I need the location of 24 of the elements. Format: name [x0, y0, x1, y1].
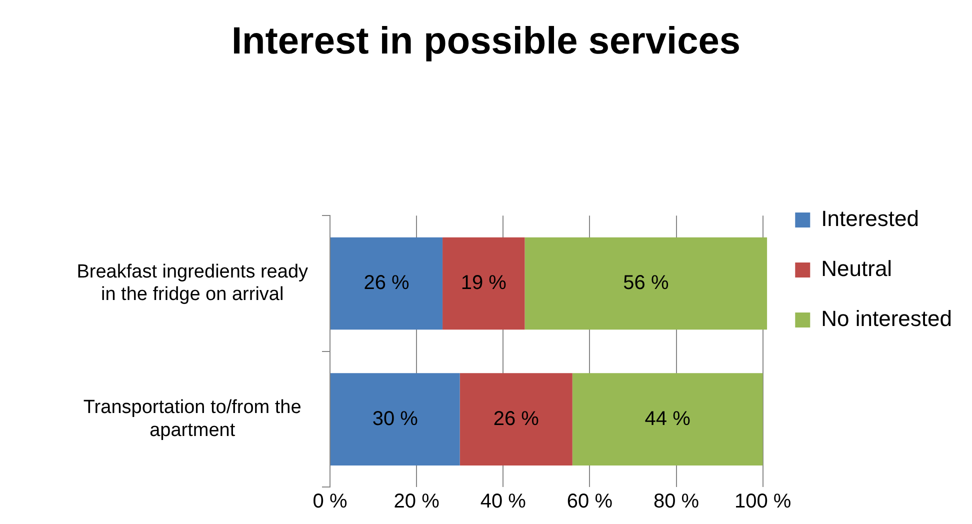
x-tick-label: 0 % [312, 490, 348, 513]
bar [524, 237, 768, 330]
data-label: 26 % [364, 272, 410, 294]
legend-label: Neutral [821, 256, 892, 282]
x-tick-label: 80 % [653, 490, 700, 513]
x-tick-label: 20 % [394, 490, 440, 513]
data-label: 44 % [644, 408, 691, 430]
bar [442, 237, 525, 330]
y-tick-label: Transportation to/from the apartment [83, 397, 302, 441]
legend-label: Interested [821, 206, 919, 232]
x-tick-label: 60 % [566, 490, 613, 513]
bar [572, 373, 763, 466]
bar [330, 237, 443, 330]
legend-label: No interested [821, 306, 952, 332]
chart-title: Interest in possible services [231, 20, 741, 62]
bar [460, 373, 572, 466]
data-label: 56 % [623, 272, 669, 294]
data-label: 30 % [372, 408, 418, 430]
data-label: 26 % [493, 408, 540, 430]
x-tick-label: 100 % [734, 490, 792, 513]
data-label: 19 % [460, 272, 507, 294]
bar [330, 373, 460, 466]
x-tick-label: 40 % [480, 490, 526, 513]
y-tick-label: Breakfast ingredients ready in the fridge on arrival [76, 261, 308, 306]
